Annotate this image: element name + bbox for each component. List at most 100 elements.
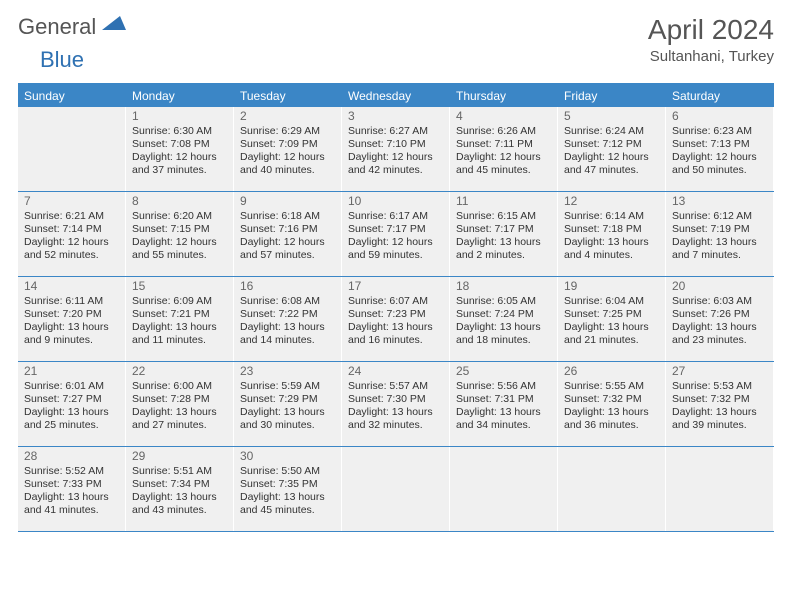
day-detail: and 40 minutes. — [240, 164, 335, 177]
day-detail: and 45 minutes. — [456, 164, 551, 177]
day-detail: Daylight: 12 hours — [456, 151, 551, 164]
empty-cell — [450, 447, 558, 531]
day-detail: Daylight: 12 hours — [564, 151, 659, 164]
day-detail: Daylight: 13 hours — [132, 406, 227, 419]
day-detail: Daylight: 13 hours — [672, 236, 767, 249]
day-detail: Sunrise: 6:23 AM — [672, 125, 767, 138]
day-header-row: Sunday Monday Tuesday Wednesday Thursday… — [18, 85, 774, 107]
day-detail: Daylight: 13 hours — [348, 406, 443, 419]
day-detail: Sunset: 7:21 PM — [132, 308, 227, 321]
day-detail: and 37 minutes. — [132, 164, 227, 177]
day-detail: and 21 minutes. — [564, 334, 659, 347]
day-cell: 4Sunrise: 6:26 AMSunset: 7:11 PMDaylight… — [450, 107, 558, 191]
day-number: 26 — [564, 364, 659, 379]
day-detail: Sunrise: 5:52 AM — [24, 465, 119, 478]
day-cell: 17Sunrise: 6:07 AMSunset: 7:23 PMDayligh… — [342, 277, 450, 361]
day-cell: 13Sunrise: 6:12 AMSunset: 7:19 PMDayligh… — [666, 192, 774, 276]
day-cell: 25Sunrise: 5:56 AMSunset: 7:31 PMDayligh… — [450, 362, 558, 446]
day-detail: Daylight: 12 hours — [348, 151, 443, 164]
day-detail: Daylight: 13 hours — [24, 491, 119, 504]
day-detail: Sunset: 7:32 PM — [564, 393, 659, 406]
day-detail: Sunrise: 6:11 AM — [24, 295, 119, 308]
day-cell: 16Sunrise: 6:08 AMSunset: 7:22 PMDayligh… — [234, 277, 342, 361]
day-detail: Sunrise: 6:00 AM — [132, 380, 227, 393]
day-number: 30 — [240, 449, 335, 464]
day-cell: 3Sunrise: 6:27 AMSunset: 7:10 PMDaylight… — [342, 107, 450, 191]
day-header: Wednesday — [342, 85, 450, 107]
day-number: 29 — [132, 449, 227, 464]
day-header: Sunday — [18, 85, 126, 107]
day-detail: Sunrise: 5:53 AM — [672, 380, 767, 393]
day-detail: Sunset: 7:13 PM — [672, 138, 767, 151]
day-detail: Daylight: 13 hours — [456, 321, 551, 334]
day-detail: Sunset: 7:35 PM — [240, 478, 335, 491]
day-detail: Sunset: 7:17 PM — [456, 223, 551, 236]
day-detail: and 4 minutes. — [564, 249, 659, 262]
day-detail: Sunset: 7:08 PM — [132, 138, 227, 151]
day-detail: Sunrise: 5:50 AM — [240, 465, 335, 478]
day-detail: Sunset: 7:10 PM — [348, 138, 443, 151]
day-detail: and 34 minutes. — [456, 419, 551, 432]
day-header: Monday — [126, 85, 234, 107]
day-detail: Sunrise: 6:05 AM — [456, 295, 551, 308]
day-number: 22 — [132, 364, 227, 379]
logo-triangle-icon — [102, 16, 126, 39]
day-cell: 11Sunrise: 6:15 AMSunset: 7:17 PMDayligh… — [450, 192, 558, 276]
day-number: 23 — [240, 364, 335, 379]
day-detail: Sunrise: 5:57 AM — [348, 380, 443, 393]
day-detail: Sunset: 7:14 PM — [24, 223, 119, 236]
day-number: 11 — [456, 194, 551, 209]
day-detail: Sunrise: 6:14 AM — [564, 210, 659, 223]
empty-cell — [342, 447, 450, 531]
day-detail: Daylight: 13 hours — [564, 406, 659, 419]
day-number: 2 — [240, 109, 335, 124]
day-detail: and 41 minutes. — [24, 504, 119, 517]
day-detail: Sunrise: 6:18 AM — [240, 210, 335, 223]
day-detail: and 2 minutes. — [456, 249, 551, 262]
day-detail: Sunset: 7:30 PM — [348, 393, 443, 406]
day-number: 24 — [348, 364, 443, 379]
week-row: 14Sunrise: 6:11 AMSunset: 7:20 PMDayligh… — [18, 277, 774, 362]
day-detail: Sunset: 7:28 PM — [132, 393, 227, 406]
day-cell: 21Sunrise: 6:01 AMSunset: 7:27 PMDayligh… — [18, 362, 126, 446]
logo: General — [18, 14, 130, 40]
day-number: 10 — [348, 194, 443, 209]
day-cell: 18Sunrise: 6:05 AMSunset: 7:24 PMDayligh… — [450, 277, 558, 361]
day-detail: and 59 minutes. — [348, 249, 443, 262]
day-number: 16 — [240, 279, 335, 294]
day-cell: 8Sunrise: 6:20 AMSunset: 7:15 PMDaylight… — [126, 192, 234, 276]
day-detail: Sunset: 7:15 PM — [132, 223, 227, 236]
day-number: 12 — [564, 194, 659, 209]
day-detail: and 45 minutes. — [240, 504, 335, 517]
day-cell: 12Sunrise: 6:14 AMSunset: 7:18 PMDayligh… — [558, 192, 666, 276]
logo-part2: Blue — [40, 47, 84, 72]
day-detail: Sunrise: 6:12 AM — [672, 210, 767, 223]
day-detail: Daylight: 12 hours — [348, 236, 443, 249]
day-detail: Sunrise: 5:56 AM — [456, 380, 551, 393]
day-detail: and 50 minutes. — [672, 164, 767, 177]
day-cell: 28Sunrise: 5:52 AMSunset: 7:33 PMDayligh… — [18, 447, 126, 531]
day-detail: Daylight: 12 hours — [132, 236, 227, 249]
day-detail: Sunset: 7:19 PM — [672, 223, 767, 236]
empty-cell — [18, 107, 126, 191]
day-cell: 9Sunrise: 6:18 AMSunset: 7:16 PMDaylight… — [234, 192, 342, 276]
day-number: 3 — [348, 109, 443, 124]
day-number: 27 — [672, 364, 767, 379]
day-detail: and 14 minutes. — [240, 334, 335, 347]
day-detail: Sunset: 7:33 PM — [24, 478, 119, 491]
day-detail: Sunrise: 6:21 AM — [24, 210, 119, 223]
day-detail: and 23 minutes. — [672, 334, 767, 347]
day-detail: Sunrise: 5:55 AM — [564, 380, 659, 393]
day-detail: Sunrise: 6:26 AM — [456, 125, 551, 138]
day-detail: Daylight: 13 hours — [24, 406, 119, 419]
day-detail: and 42 minutes. — [348, 164, 443, 177]
day-detail: Sunrise: 6:24 AM — [564, 125, 659, 138]
day-detail: Sunset: 7:20 PM — [24, 308, 119, 321]
day-number: 15 — [132, 279, 227, 294]
day-detail: and 25 minutes. — [24, 419, 119, 432]
day-cell: 27Sunrise: 5:53 AMSunset: 7:32 PMDayligh… — [666, 362, 774, 446]
day-detail: and 55 minutes. — [132, 249, 227, 262]
day-detail: and 47 minutes. — [564, 164, 659, 177]
day-detail: Sunrise: 6:17 AM — [348, 210, 443, 223]
week-row: 28Sunrise: 5:52 AMSunset: 7:33 PMDayligh… — [18, 447, 774, 532]
